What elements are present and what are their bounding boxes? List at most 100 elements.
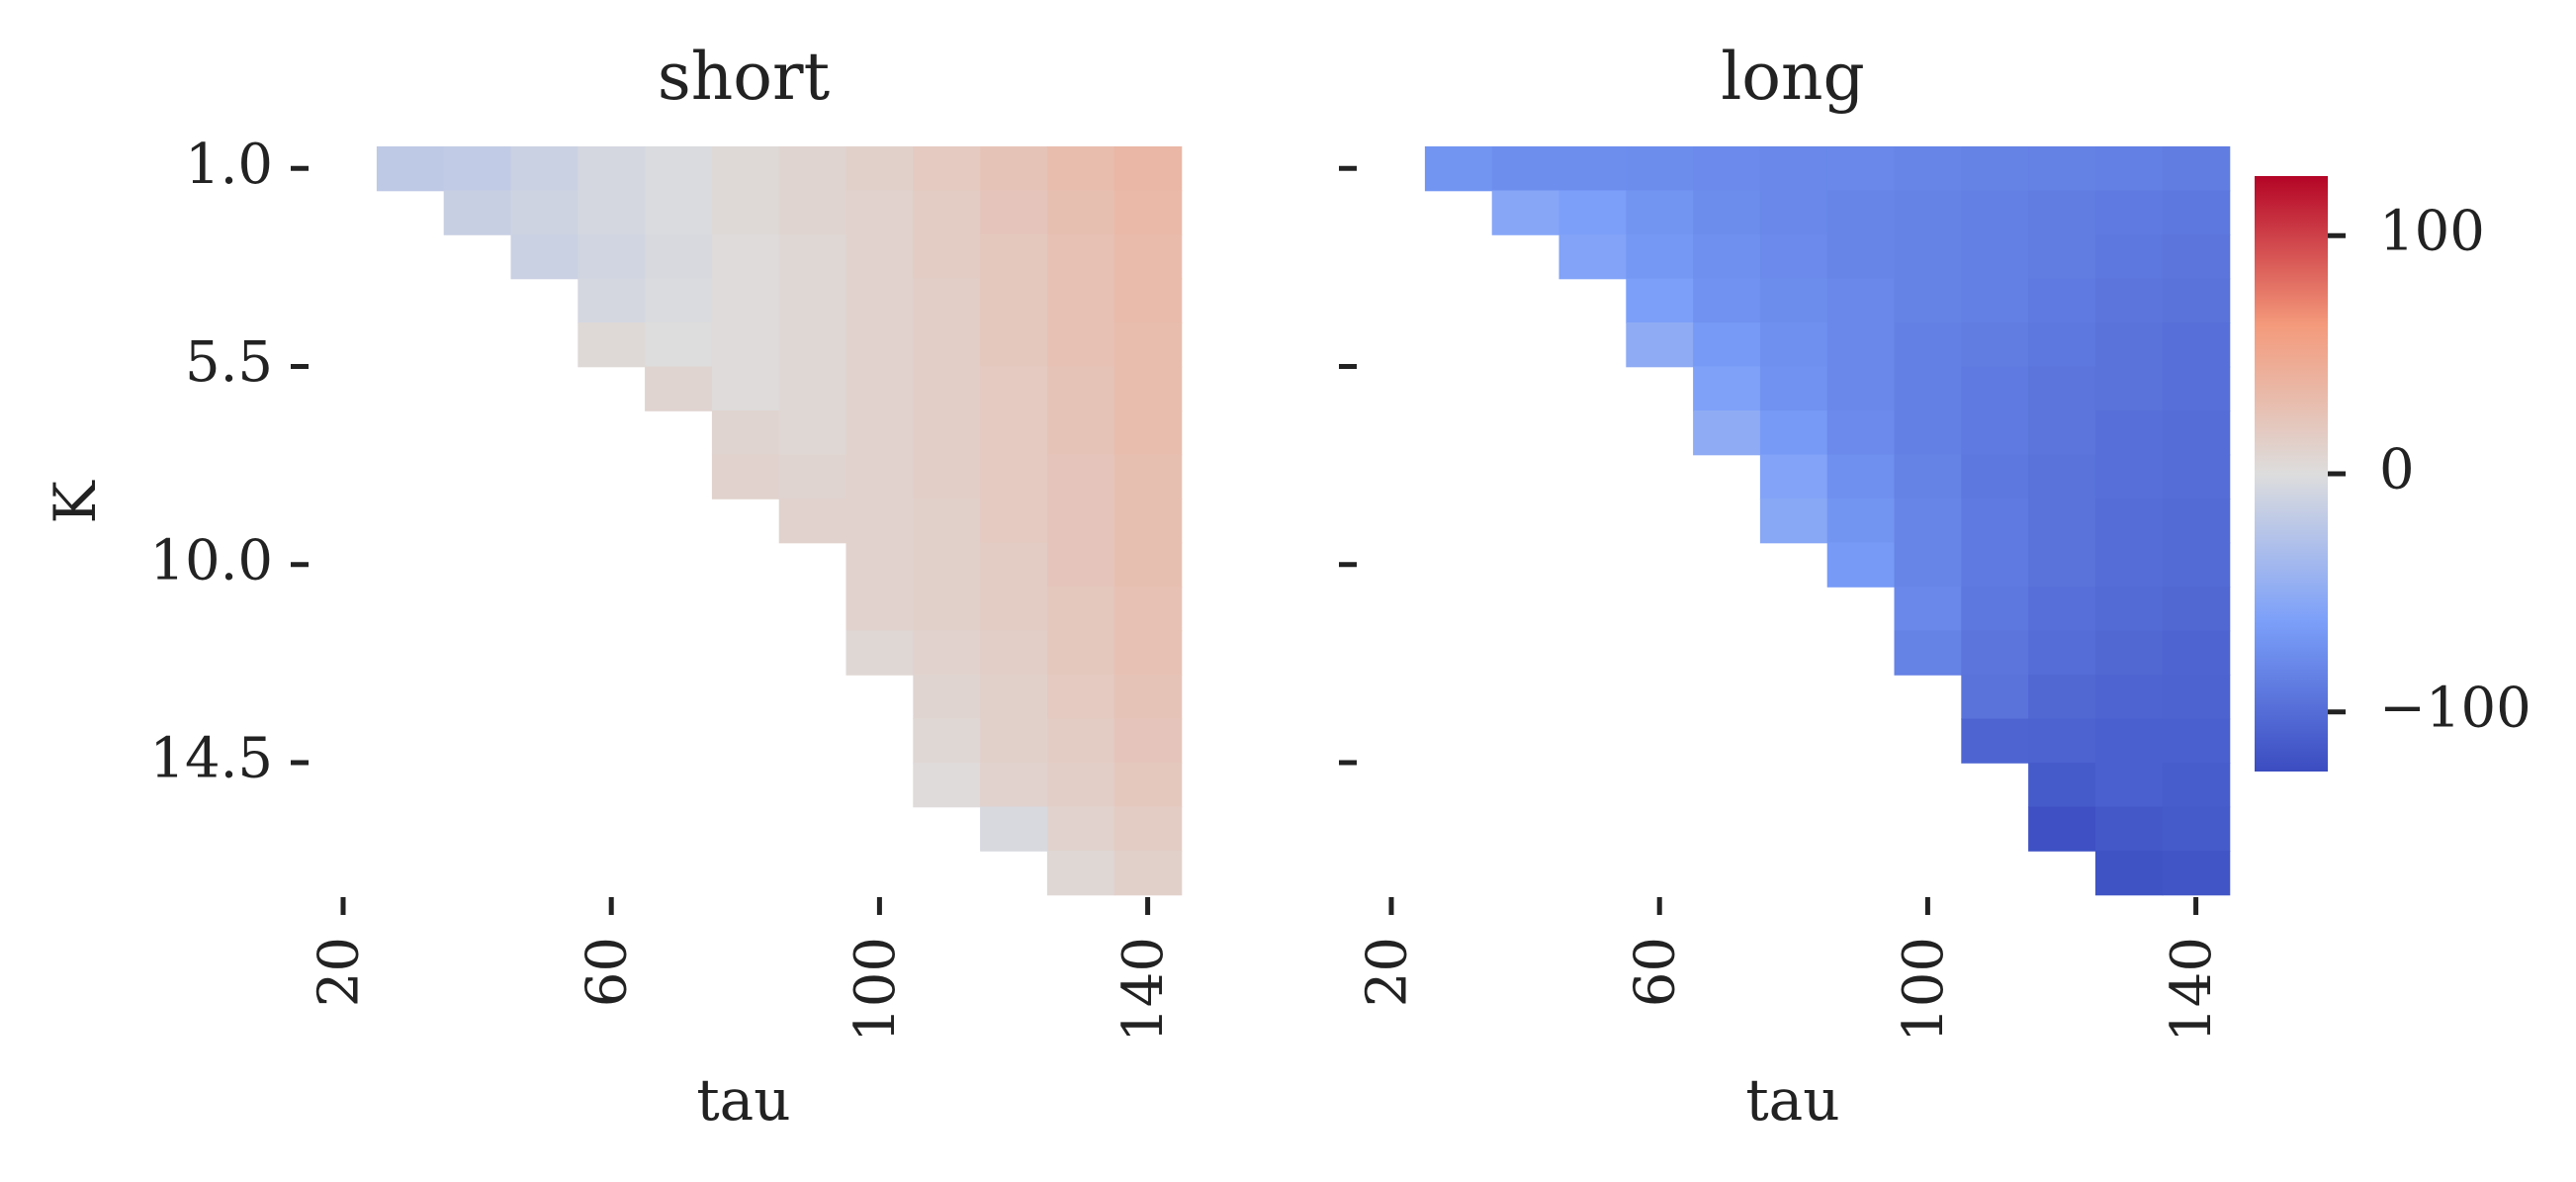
heatmap-cell — [1491, 190, 1560, 235]
heatmap-cell — [2094, 322, 2164, 368]
heatmap-cell — [2028, 542, 2096, 588]
colorbar-gradient — [2255, 176, 2328, 772]
heatmap-cell — [1113, 190, 1183, 235]
heatmap-cell — [1693, 410, 1761, 456]
heatmap-cell — [1693, 322, 1761, 368]
heatmap-cell — [1961, 146, 2029, 192]
heatmap-cell — [1894, 587, 1963, 632]
heatmap-cell — [1113, 675, 1183, 720]
heatmap-cell — [2162, 763, 2231, 808]
heatmap-cell — [1759, 146, 1828, 192]
heatmap-cell — [2028, 630, 2096, 676]
heatmap-cell — [577, 322, 646, 368]
heatmap-panel-long: long 20 60 100 140 tau — [1339, 39, 2231, 1134]
heatmap-cell — [845, 234, 915, 280]
heatmap-cell — [1113, 278, 1183, 323]
heatmap-cell — [1961, 322, 2029, 368]
heatmap-cell — [1961, 190, 2029, 235]
heatmap-cell — [1046, 499, 1115, 544]
heatmap-cell — [1894, 190, 1963, 235]
heatmap-cell — [645, 322, 713, 368]
heatmap-cell — [1046, 851, 1115, 896]
heatmap-cell — [2094, 454, 2164, 500]
heatmap-cell — [1961, 234, 2029, 280]
heatmap-cell — [577, 278, 646, 323]
heatmap-cell — [2094, 234, 2164, 280]
heatmap-cell — [980, 234, 1048, 280]
heatmap-cell — [711, 366, 780, 411]
heatmap-cell — [2028, 278, 2096, 323]
heatmap-cell — [1894, 542, 1963, 588]
heatmap-cell — [1113, 851, 1183, 896]
heatmap-cell — [2094, 675, 2164, 720]
y-tick-label: 5.5 — [185, 330, 273, 395]
heatmap-cell — [1826, 454, 1896, 500]
heatmap-cell — [2094, 718, 2164, 764]
heatmap-cell — [1826, 499, 1896, 544]
heatmap-cell — [1693, 278, 1761, 323]
heatmap-cell — [577, 146, 646, 192]
x-axis-label: tau — [1745, 1066, 1839, 1134]
heatmap-cell — [1113, 630, 1183, 676]
heatmap-cell — [711, 322, 780, 368]
x-axis: 20 60 100 140 — [308, 897, 1176, 1043]
heatmap-cell — [778, 146, 847, 192]
heatmap-cell — [1693, 190, 1761, 235]
heatmap-cell — [645, 234, 713, 280]
heatmap-cell — [1046, 542, 1115, 588]
heatmap-cell — [913, 454, 981, 500]
heatmap-cell — [510, 234, 579, 280]
heatmap-cell — [2094, 806, 2164, 852]
heatmap-cell — [1046, 234, 1115, 280]
heatmap-cell — [980, 146, 1048, 192]
heatmap-cell — [2162, 675, 2231, 720]
heatmap-cell — [1113, 366, 1183, 411]
heatmap-cell — [1046, 366, 1115, 411]
heatmap-cell — [1759, 234, 1828, 280]
heatmap-cell — [510, 190, 579, 235]
heatmap-cell — [2028, 763, 2096, 808]
heatmap-cell — [1894, 146, 1963, 192]
heatmap-cell — [1894, 234, 1963, 280]
heatmap-cell — [1626, 278, 1694, 323]
y-tick-label: 14.5 — [149, 727, 273, 791]
heatmap-cell — [980, 410, 1048, 456]
heatmap-cell — [1046, 763, 1115, 808]
heatmap-cell — [645, 366, 713, 411]
heatmap-cell — [510, 146, 579, 192]
x-tick-label: 20 — [308, 937, 372, 1007]
heatmap-cell — [2028, 587, 2096, 632]
heatmap-cell — [1826, 278, 1896, 323]
x-tick-label: 60 — [1624, 937, 1688, 1007]
heatmap-cell — [1826, 542, 1896, 588]
heatmap-cell — [1113, 454, 1183, 500]
heatmap-cell — [778, 499, 847, 544]
heatmap-cell — [913, 542, 981, 588]
heatmap-cell — [443, 190, 512, 235]
heatmap-cell — [1113, 322, 1183, 368]
y-axis-label: K — [42, 480, 109, 524]
heatmap-cell — [1759, 410, 1828, 456]
heatmap-cell — [1424, 146, 1493, 192]
heatmap-cells — [376, 146, 1183, 896]
heatmap-cell — [2162, 366, 2231, 411]
heatmap-cell — [1826, 190, 1896, 235]
heatmap-cell — [1113, 587, 1183, 632]
heatmap-cell — [1113, 542, 1183, 588]
heatmap-cell — [1046, 190, 1115, 235]
heatmap-cell — [2028, 454, 2096, 500]
heatmap-cell — [2162, 234, 2231, 280]
heatmap-cell — [980, 675, 1048, 720]
heatmap-cell — [1894, 410, 1963, 456]
heatmap-cell — [2162, 718, 2231, 764]
heatmap-cell — [1961, 630, 2029, 676]
heatmap-cell — [1759, 454, 1828, 500]
x-tick-label: 140 — [2160, 937, 2224, 1043]
heatmap-cell — [2162, 499, 2231, 544]
heatmap-cell — [778, 410, 847, 456]
heatmap-cell — [913, 587, 981, 632]
heatmap-cell — [845, 322, 915, 368]
heatmap-cell — [1961, 675, 2029, 720]
heatmap-cell — [1046, 454, 1115, 500]
heatmap-cell — [1113, 234, 1183, 280]
